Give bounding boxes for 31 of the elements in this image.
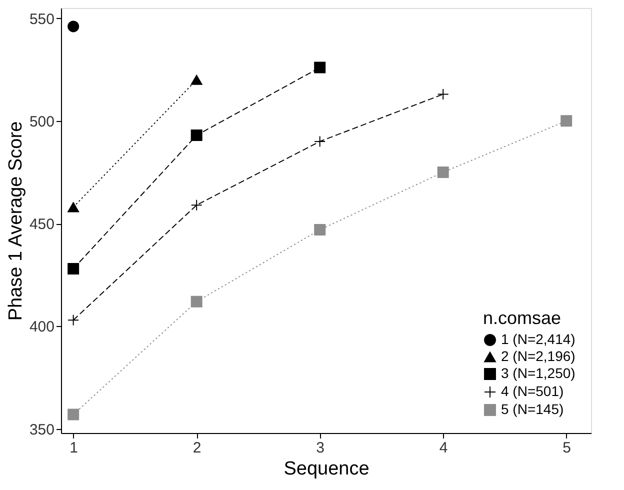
- x-axis-title: Sequence: [284, 458, 370, 480]
- point: [190, 296, 202, 308]
- x-tick-label: 5: [562, 440, 572, 456]
- point: [314, 62, 326, 74]
- x-tick-label: 2: [192, 440, 202, 456]
- point: [437, 88, 449, 100]
- legend-label: 2 (N=2,196): [501, 348, 576, 364]
- legend-label: 5 (N=145): [501, 401, 564, 417]
- point: [68, 20, 80, 32]
- legend-label: 1 (N=2,414): [501, 331, 576, 347]
- point: [68, 314, 80, 326]
- y-tick-label: 500: [29, 113, 54, 130]
- point: [314, 224, 326, 236]
- point: [437, 166, 449, 178]
- point: [68, 263, 80, 274]
- x-tick-label: 4: [439, 440, 448, 456]
- y-tick-label: 550: [29, 10, 54, 28]
- legend-label: 3 (N=1,250): [501, 365, 576, 381]
- y-tick-label: 350: [29, 421, 54, 438]
- point: [190, 199, 202, 211]
- y-tick-label: 450: [29, 216, 54, 234]
- point: [68, 408, 80, 420]
- point: [190, 130, 202, 142]
- x-tick-label: 1: [70, 440, 78, 456]
- legend-label: 4 (N=501): [501, 383, 564, 399]
- y-tick-label: 400: [29, 318, 54, 336]
- point: [314, 136, 326, 148]
- y-axis-title: Phase 1 Average Score: [5, 121, 26, 321]
- point: [560, 115, 572, 127]
- legend-title: n.comsae: [483, 308, 562, 328]
- x-tick-label: 3: [316, 440, 325, 456]
